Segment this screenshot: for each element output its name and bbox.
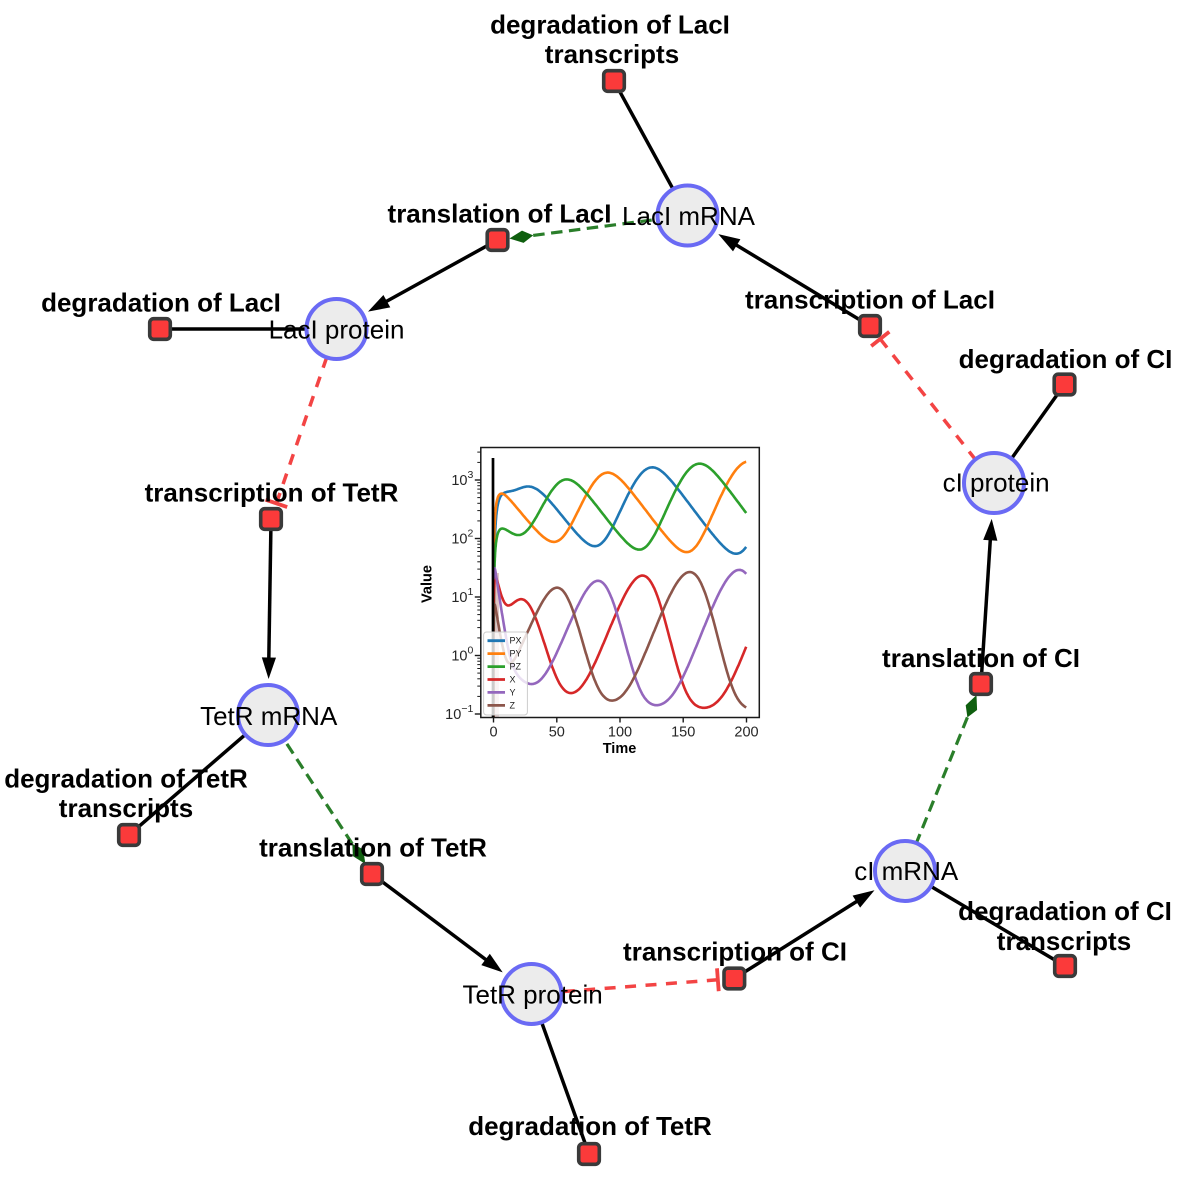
svg-text:degradation of CI: degradation of CI — [958, 896, 1172, 926]
svg-text:translation of TetR: translation of TetR — [259, 832, 487, 862]
svg-text:transcription of TetR: transcription of TetR — [145, 477, 399, 507]
svg-text:X: X — [510, 675, 516, 685]
svg-text:translation of LacI: translation of LacI — [388, 198, 612, 228]
svg-text:cI mRNA: cI mRNA — [854, 856, 959, 886]
svg-text:Y: Y — [510, 687, 516, 697]
svg-text:PX: PX — [510, 636, 522, 646]
svg-text:LacI mRNA: LacI mRNA — [622, 201, 756, 231]
svg-text:100: 100 — [608, 725, 632, 741]
svg-text:degradation of LacI: degradation of LacI — [490, 9, 730, 39]
svg-text:Time: Time — [603, 741, 637, 757]
svg-text:cI protein: cI protein — [943, 468, 1050, 498]
svg-text:Value: Value — [420, 565, 436, 603]
svg-text:PZ: PZ — [510, 662, 522, 672]
svg-text:transcription of CI: transcription of CI — [623, 936, 847, 966]
svg-text:degradation of CI: degradation of CI — [959, 344, 1173, 374]
svg-text:translation of CI: translation of CI — [882, 643, 1080, 673]
svg-text:transcripts: transcripts — [545, 39, 679, 69]
svg-text:0: 0 — [489, 725, 497, 741]
svg-text:200: 200 — [734, 725, 758, 741]
svg-text:LacI protein: LacI protein — [269, 314, 405, 344]
svg-text:150: 150 — [671, 725, 695, 741]
svg-text:transcription of LacI: transcription of LacI — [745, 284, 995, 314]
svg-text:Z: Z — [510, 700, 516, 710]
svg-text:degradation of TetR: degradation of TetR — [468, 1111, 712, 1141]
svg-text:TetR mRNA: TetR mRNA — [200, 701, 338, 731]
svg-text:degradation of TetR: degradation of TetR — [4, 763, 248, 793]
svg-text:transcripts: transcripts — [997, 926, 1131, 956]
svg-text:TetR protein: TetR protein — [463, 980, 603, 1010]
svg-text:degradation of LacI: degradation of LacI — [41, 287, 281, 317]
svg-text:50: 50 — [549, 725, 565, 741]
svg-text:transcripts: transcripts — [59, 793, 193, 823]
svg-text:PY: PY — [510, 649, 522, 659]
